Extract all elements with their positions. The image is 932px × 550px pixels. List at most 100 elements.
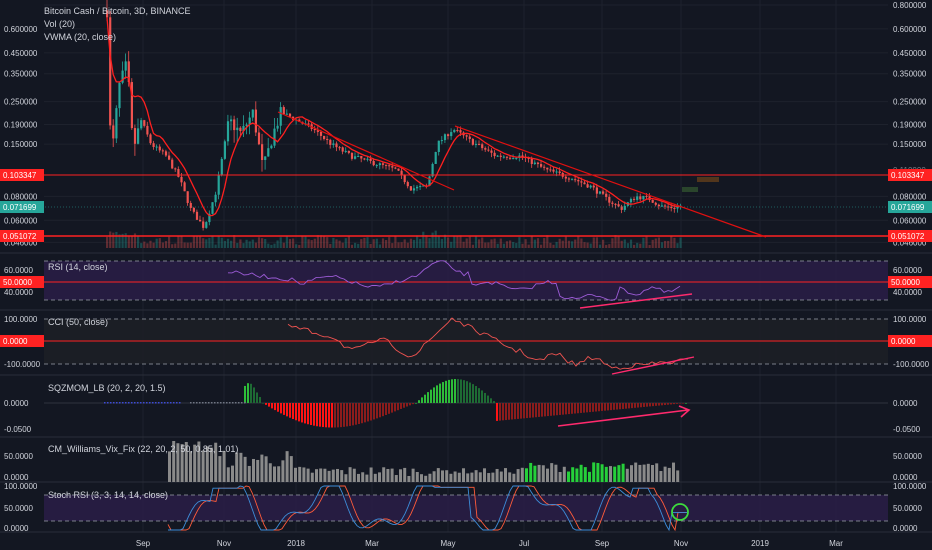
candle-body — [450, 132, 453, 137]
vix-fix-bar — [378, 472, 381, 482]
squeeze-dot — [232, 402, 234, 404]
candle-body — [549, 169, 552, 171]
momentum-bar — [601, 403, 603, 411]
candle-body — [236, 127, 239, 131]
momentum-bar — [388, 403, 390, 414]
volume-bar — [236, 243, 239, 248]
squeeze-dot — [199, 402, 201, 404]
candle-body — [313, 128, 316, 131]
volume-bar — [561, 240, 564, 248]
vix-fix-bar — [592, 462, 596, 482]
candle-body — [366, 158, 369, 160]
momentum-bar — [661, 403, 663, 406]
candle-body — [319, 131, 323, 136]
vix-fix-bar — [373, 473, 377, 482]
momentum-bar — [538, 403, 540, 417]
candle-body — [341, 147, 344, 152]
candle-body — [645, 195, 648, 197]
volume-bar — [363, 237, 366, 248]
volume-bar — [636, 242, 639, 248]
volume-bar — [109, 231, 112, 248]
volume-bar — [409, 238, 412, 248]
vix-fix-bar — [445, 470, 449, 482]
vix-fix-bar — [462, 468, 465, 482]
volume-bar — [152, 242, 155, 248]
momentum-bar — [343, 403, 345, 427]
momentum-bar — [436, 385, 438, 403]
momentum-bar — [364, 403, 366, 423]
vix-fix-bar — [567, 471, 570, 482]
volume-bar — [530, 236, 533, 248]
vix-fix-bar — [667, 467, 671, 482]
volume-bar — [217, 235, 220, 248]
stoch-rsi-panel[interactable]: Stoch RSI (3, 3, 14, 14, close) 100.0000… — [4, 482, 927, 533]
price-panel[interactable]: 0.800000 0.600000 0.450000 0.350000 0.250000… — [0, 0, 932, 248]
momentum-bar — [499, 403, 501, 421]
volume-bar — [115, 231, 118, 248]
panel-separators — [0, 252, 932, 533]
volume-bar — [124, 233, 127, 248]
vix-fix-panel[interactable]: CM_Williams_Vix_Fix (22, 20, 2, 50, 0.85… — [4, 440, 922, 482]
momentum-bar — [466, 381, 468, 403]
cci-panel[interactable]: CCI (50, close) 100.0000 -100.0000 100.0… — [0, 315, 932, 375]
volume-bar — [465, 238, 468, 248]
volume-bar — [481, 237, 484, 248]
volume-bar — [633, 244, 636, 248]
momentum-bar — [415, 403, 417, 404]
volume-bar — [149, 240, 152, 248]
volume-bar — [394, 235, 397, 248]
candle-body — [171, 159, 174, 169]
volume-bar — [230, 240, 233, 248]
vix-fix-bar — [247, 465, 251, 482]
candle-body — [149, 134, 152, 144]
stoch-k-line — [168, 485, 687, 532]
vix-fix-bar — [197, 441, 201, 482]
momentum-bar — [397, 403, 399, 411]
momentum-bar — [541, 403, 543, 417]
squeeze-dot — [119, 402, 121, 404]
candle-body — [270, 145, 273, 149]
momentum-bar — [424, 394, 426, 403]
candle-body — [437, 140, 440, 152]
volume-bar — [341, 242, 344, 248]
stoch-tick-0: 0.0000 — [893, 524, 918, 533]
squeeze-dot — [205, 402, 207, 404]
vix-fix-bar — [495, 468, 499, 482]
squeeze-dot — [164, 402, 166, 404]
candle-body — [583, 182, 586, 185]
cci-level-tag-right-text: 0.0000 — [891, 337, 916, 346]
vix-fix-bar — [365, 474, 369, 482]
volume-bar — [261, 238, 264, 248]
cci-tick-neg100-left: -100.0000 — [4, 360, 41, 369]
vix-fix-bar — [344, 474, 348, 482]
candle-body — [468, 136, 471, 139]
volume-bar — [369, 243, 372, 248]
vix-fix-bar — [533, 465, 537, 482]
momentum-bar — [265, 403, 267, 405]
vix-fix-bar — [222, 450, 226, 482]
volume-bar — [623, 239, 626, 248]
volume-bar — [400, 242, 403, 248]
momentum-bar — [679, 403, 681, 404]
candle-body — [571, 179, 574, 181]
candle-body — [434, 151, 437, 164]
volume-bar — [499, 238, 502, 248]
candle-body — [660, 205, 664, 207]
volume-bar — [385, 239, 388, 248]
candle-body — [586, 184, 589, 188]
volume-bar — [533, 239, 536, 248]
candle-body — [226, 121, 230, 142]
vix-fix-bar — [575, 468, 579, 482]
vix-fix-bar — [550, 463, 554, 482]
rsi-panel[interactable]: RSI (14, close) 60.0000 40.0000 60.0000 … — [0, 260, 932, 309]
vix-fix-bar — [352, 468, 356, 482]
candle-body — [642, 195, 645, 200]
momentum-bar — [376, 403, 378, 419]
momentum-bar — [580, 403, 582, 413]
momentum-bar — [586, 403, 588, 413]
last-price-tag-right — [888, 201, 932, 213]
candle-body — [391, 166, 394, 168]
squeeze-momentum-panel[interactable]: SQZMOM_LB (20, 2, 20, 1.5) 0.0000 -0.050… — [4, 379, 921, 434]
vix-fix-bar — [546, 468, 549, 482]
